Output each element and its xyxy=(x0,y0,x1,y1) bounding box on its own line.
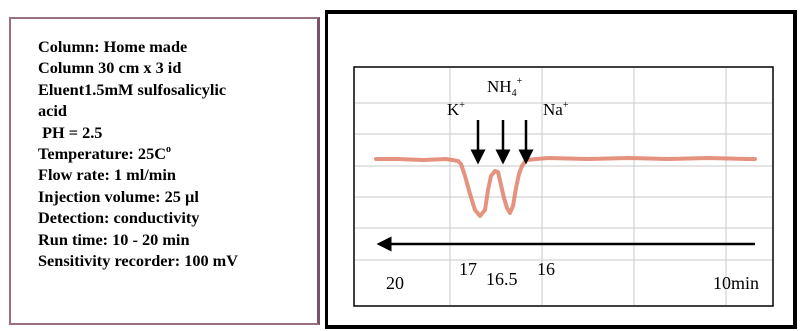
param-temperature-text: Temperature: 25C xyxy=(38,144,166,164)
param-temperature: Temperature: 25Co xyxy=(38,143,317,164)
param-ph: PH = 2.5 xyxy=(38,122,103,142)
grid xyxy=(355,68,772,305)
param-eluent: Eluent1.5mM sulfosalicylic xyxy=(38,79,227,99)
time-label-10min: 10min xyxy=(713,273,759,293)
time-label-16-5: 16.5 xyxy=(486,269,518,289)
time-label-17: 17 xyxy=(459,259,477,279)
time-label-20: 20 xyxy=(386,273,404,293)
peak-arrows xyxy=(470,120,534,165)
label-k: K+ xyxy=(447,100,465,119)
label-nh4: NH4+ xyxy=(487,76,523,99)
plot-border xyxy=(353,66,774,307)
param-flow-rate: Flow rate: 1 ml/min xyxy=(38,165,176,185)
chromatogram-frame: K+ NH4+ Na+ 20 17 16.5 16 10min xyxy=(325,10,797,329)
param-eluent-cont: acid xyxy=(38,101,67,121)
param-injection-volume: Injection volume: 25 µl xyxy=(38,186,199,206)
chromatogram-trace xyxy=(374,156,757,218)
label-na: Na+ xyxy=(543,100,569,119)
param-sensitivity: Sensitivity recorder: 100 mV xyxy=(38,251,239,271)
chromatogram-svg: K+ NH4+ Na+ 20 17 16.5 16 10min xyxy=(353,66,774,307)
param-column: Column: Home made xyxy=(38,37,188,56)
param-temperature-sup: o xyxy=(165,143,171,155)
param-detection: Detection: conductivity xyxy=(38,208,200,228)
parameters-panel: Column: Home made Column 30 cm x 3 id El… xyxy=(9,17,320,325)
param-column-size: Column 30 cm x 3 id xyxy=(38,58,182,78)
param-run-time: Run time: 10 - 20 min xyxy=(38,229,190,249)
time-label-16: 16 xyxy=(537,259,555,279)
